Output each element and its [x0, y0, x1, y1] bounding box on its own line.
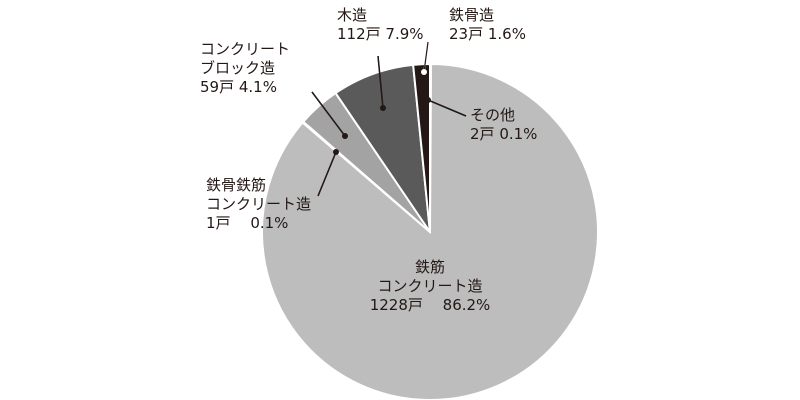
percent-label: 1.6% — [487, 25, 526, 43]
leader-line-out — [311, 91, 346, 137]
category-label: コンクリート ブロック造 — [200, 40, 291, 77]
value-row: 1228戸 86.2% — [330, 296, 530, 315]
leader-dot — [342, 133, 348, 139]
slice-label: 木造 112戸 7.9% — [337, 6, 424, 44]
slice-label: コンクリート ブロック造 59戸 4.1% — [200, 40, 290, 97]
leader-line-out — [423, 41, 429, 73]
slice-label: 鉄骨造 23戸 1.6% — [449, 6, 526, 44]
leader-dot — [425, 97, 431, 103]
count-label: 23戸 — [449, 25, 484, 43]
category-label: その他 — [470, 106, 516, 124]
category-label: 鉄筋 コンクリート造 — [377, 258, 483, 295]
leader-dot — [421, 69, 427, 75]
count-label: 1戸 — [206, 214, 231, 232]
slice-label: その他 2戸 0.1% — [470, 106, 537, 144]
count-label: 1228戸 — [369, 296, 423, 314]
value-row: 112戸 7.9% — [337, 25, 424, 44]
count-label: 112戸 — [337, 25, 381, 43]
slice-label: 鉄筋 コンクリート造 1228戸 86.2% — [330, 258, 530, 315]
count-label: 2戸 — [470, 125, 495, 143]
percent-label: 86.2% — [442, 296, 491, 314]
leader-dot — [333, 149, 339, 155]
category-label: 木造 — [337, 6, 368, 24]
percent-label: 0.1% — [250, 214, 289, 232]
count-label: 59戸 — [200, 78, 235, 96]
leader-dot — [380, 105, 386, 111]
percent-label: 0.1% — [499, 125, 538, 143]
category-label: 鉄骨造 — [449, 6, 495, 24]
percent-label: 4.1% — [238, 78, 277, 96]
value-row: 59戸 4.1% — [200, 78, 290, 97]
leader-line-out — [377, 55, 384, 109]
percent-label: 7.9% — [385, 25, 424, 43]
value-row: 1戸 0.1% — [206, 214, 311, 233]
slice-label: 鉄骨鉄筋 コンクリート造 1戸 0.1% — [206, 176, 311, 233]
category-label: 鉄骨鉄筋 コンクリート造 — [206, 176, 312, 213]
value-row: 23戸 1.6% — [449, 25, 526, 44]
leader-line-out — [427, 99, 467, 117]
value-row: 2戸 0.1% — [470, 125, 537, 144]
leader-line-out — [317, 151, 337, 197]
pie-slice — [412, 62, 431, 233]
